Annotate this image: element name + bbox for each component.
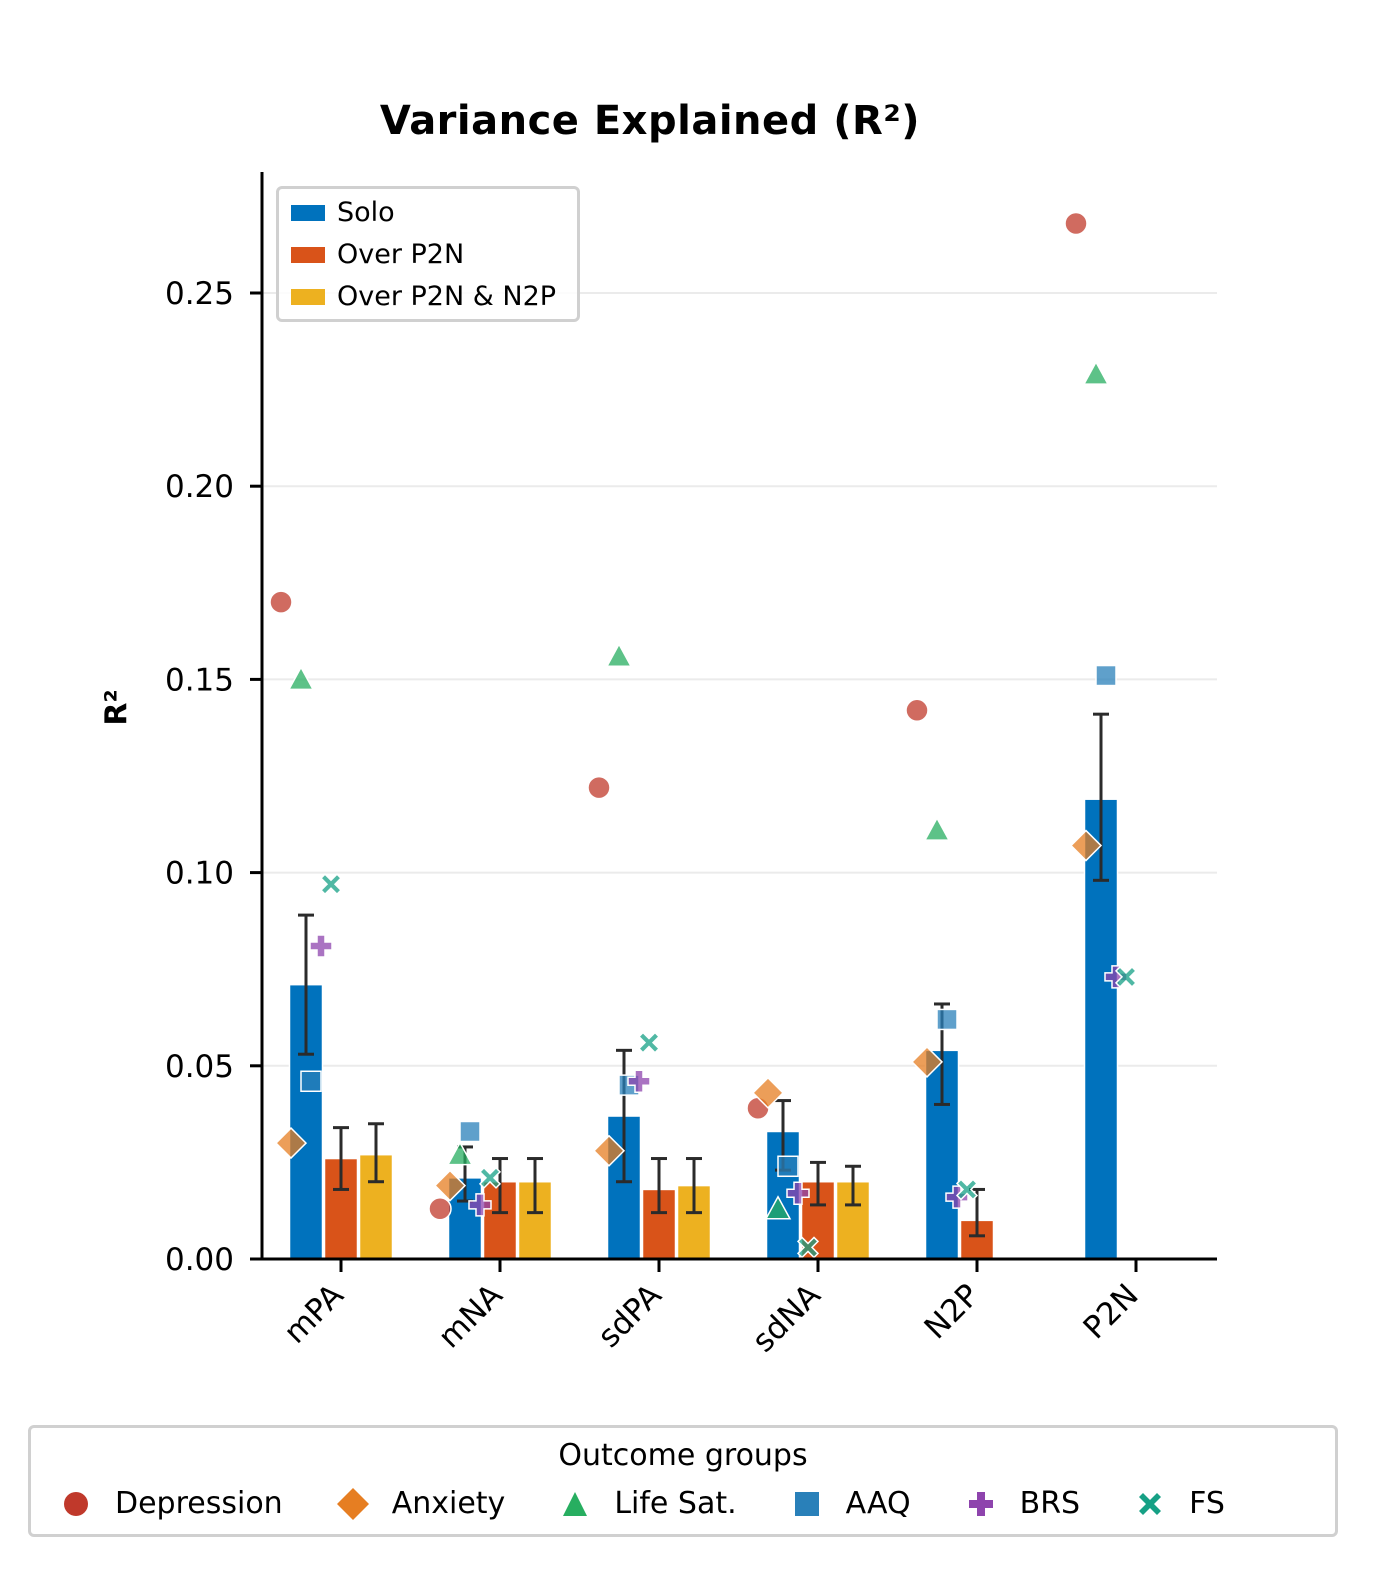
plus-icon [786, 1181, 810, 1206]
legend-label: Anxiety [391, 1486, 506, 1521]
bar-legend: Solo Over P2N Over P2N & N2P [276, 186, 580, 322]
triangle-icon [764, 1195, 792, 1220]
bar-chart: 0.00 0.05 0.10 0.15 0.20 0.25 mPA mNA sdPA sdNA N2… [165, 172, 1217, 1359]
triangle-icon [446, 1141, 474, 1166]
chart-title: Variance Explained (R²) [379, 98, 921, 144]
x-tick-label: mNA [431, 1277, 509, 1355]
diamond-icon [336, 1487, 369, 1520]
legend-item-life-sat: Life Sat. [558, 1486, 737, 1521]
square-icon [794, 1491, 819, 1516]
x-icon [1139, 1492, 1162, 1515]
legend-label: AAQ [845, 1486, 911, 1521]
x-tick-label: P2N [1077, 1277, 1146, 1346]
circle-icon [587, 775, 611, 800]
legend-label: FS [1189, 1486, 1225, 1521]
square-icon [777, 1155, 799, 1178]
legend-label: Depression [115, 1486, 283, 1521]
outcome-legend: Outcome groups Depression Anxiety Life S… [28, 1425, 1338, 1537]
y-tick-label: 0.20 [165, 469, 234, 505]
square-icon [459, 1120, 481, 1143]
legend-item-aaq: AAQ [790, 1486, 911, 1521]
diamond-icon [751, 1076, 785, 1109]
square-icon [1095, 664, 1117, 687]
swatch-icon [291, 204, 325, 221]
bars [288, 798, 1119, 1260]
square-icon [300, 1070, 322, 1093]
diamond-icon [910, 1045, 944, 1078]
circle-icon [428, 1197, 452, 1221]
legend-item-fs: FS [1133, 1486, 1225, 1521]
y-tick-label: 0.10 [165, 856, 234, 892]
triangle-icon [287, 665, 315, 691]
x-icon [796, 1236, 820, 1259]
circle-icon [269, 590, 293, 614]
circle-icon [905, 698, 929, 723]
x-icon [1114, 965, 1138, 988]
legend-item-anxiety: Anxiety [336, 1486, 506, 1521]
x-tick-label: sdNA [745, 1277, 827, 1359]
y-tick-label: 0.05 [165, 1049, 234, 1085]
legend-item-brs: BRS [964, 1486, 1080, 1521]
x-icon [478, 1166, 502, 1189]
diamond-icon [1069, 829, 1103, 862]
triangle-icon [923, 816, 951, 841]
legend-item-over-both: Over P2N & N2P [291, 281, 556, 312]
triangle-icon [563, 1491, 588, 1516]
plus-icon [468, 1193, 492, 1217]
y-axis-label: R² [99, 689, 135, 726]
legend-label: Over P2N & N2P [337, 281, 557, 312]
swatch-icon [291, 246, 325, 263]
x-tick-label: sdPA [591, 1277, 669, 1355]
legend-label: Life Sat. [614, 1486, 737, 1521]
triangle-icon [605, 642, 633, 667]
x-tick-label: mPA [277, 1277, 351, 1351]
diamond-icon [433, 1169, 467, 1202]
legend-label: BRS [1019, 1486, 1081, 1521]
x-icon [637, 1031, 661, 1054]
diamond-icon [592, 1134, 626, 1167]
legend-item-depression: Depression [59, 1486, 283, 1521]
x-icon [955, 1178, 979, 1201]
outcome-legend-title: Outcome groups [558, 1438, 808, 1473]
gridlines [262, 292, 1217, 1067]
circle-icon [1064, 211, 1088, 236]
error-bars [298, 712, 1109, 1238]
triangle-icon [1082, 360, 1110, 385]
plus-icon [627, 1069, 651, 1094]
swatch-icon [291, 288, 325, 305]
y-tick-label: 0.00 [165, 1242, 234, 1278]
plus-icon [968, 1491, 993, 1516]
y-tick-label: 0.15 [165, 662, 234, 698]
square-icon [936, 1008, 958, 1031]
outcome-markers [269, 211, 1138, 1259]
y-tick-label: 0.25 [165, 276, 234, 312]
x-icon [319, 873, 343, 896]
circle-icon [64, 1491, 88, 1516]
legend-item-solo: Solo [291, 197, 395, 228]
x-tick-label: N2P [918, 1277, 987, 1346]
legend-label: Solo [337, 197, 395, 228]
diamond-icon [274, 1127, 308, 1160]
legend-item-over-p2n: Over P2N [291, 239, 464, 270]
legend-label: Over P2N [337, 239, 465, 270]
plus-icon [309, 934, 333, 958]
